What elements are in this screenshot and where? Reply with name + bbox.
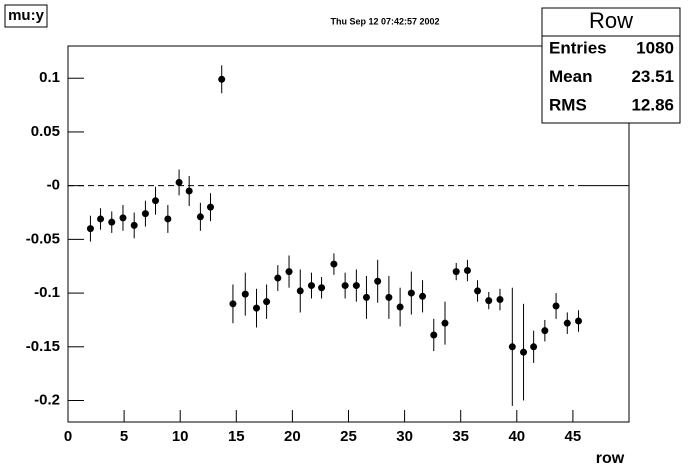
marker (241, 290, 249, 298)
marker (318, 284, 326, 292)
marker (119, 214, 127, 222)
marker (485, 297, 493, 305)
stats-value: 23.51 (631, 67, 674, 86)
marker (508, 343, 516, 351)
marker (141, 210, 149, 218)
marker (430, 331, 438, 339)
marker (530, 343, 538, 351)
x-tick-label: 25 (340, 428, 357, 445)
marker (396, 303, 404, 311)
stats-value: 1080 (636, 38, 674, 57)
y-tick-label: 0.1 (39, 69, 60, 86)
marker (97, 215, 105, 223)
y-tick-label: -0.15 (26, 338, 60, 355)
chart-title: mu:y (8, 7, 44, 24)
x-tick-label: 45 (565, 428, 582, 445)
marker (206, 203, 214, 211)
marker (252, 304, 260, 312)
marker (263, 298, 271, 306)
x-tick-label: 5 (120, 428, 128, 445)
marker (175, 178, 183, 186)
stats-label: Entries (549, 38, 607, 57)
x-tick-label: 30 (396, 428, 413, 445)
marker (352, 282, 360, 290)
stats-value: 12.86 (631, 95, 674, 114)
marker (441, 319, 449, 327)
marker (218, 75, 226, 83)
marker (164, 215, 172, 223)
marker (185, 187, 193, 195)
marker (152, 197, 160, 205)
x-tick-label: 10 (172, 428, 189, 445)
marker (474, 287, 482, 295)
marker (541, 327, 549, 335)
marker (374, 277, 382, 285)
marker (496, 296, 504, 304)
marker (463, 267, 471, 275)
marker (552, 302, 560, 310)
y-tick-label: 0.05 (31, 123, 60, 140)
marker (452, 268, 460, 276)
marker (419, 292, 427, 300)
title-box (4, 4, 48, 28)
stats-title: Row (589, 8, 633, 33)
marker (296, 287, 304, 295)
marker (330, 260, 338, 268)
x-axis-label: row (596, 450, 625, 467)
marker (108, 218, 116, 226)
y-tick-label: -0.1 (34, 284, 60, 301)
stats-label: Mean (549, 67, 592, 86)
marker (520, 348, 528, 356)
marker (385, 293, 393, 301)
marker (563, 319, 571, 327)
x-tick-label: 20 (284, 428, 301, 445)
y-tick-label: -0 (47, 177, 60, 194)
y-tick-label: -0.2 (34, 391, 60, 408)
marker (575, 317, 583, 325)
x-tick-label: 40 (508, 428, 525, 445)
marker (407, 289, 415, 297)
x-tick-label: 0 (64, 428, 72, 445)
stats-label: RMS (549, 95, 587, 114)
marker (196, 213, 204, 221)
marker (285, 268, 293, 276)
x-tick-label: 35 (452, 428, 469, 445)
marker (229, 300, 237, 308)
x-tick-label: 15 (228, 428, 245, 445)
marker (274, 274, 282, 282)
date-label: Thu Sep 12 07:42:57 2002 (330, 16, 439, 26)
marker (341, 282, 349, 290)
marker (307, 282, 315, 290)
y-tick-label: -0.05 (26, 230, 60, 247)
marker (86, 225, 94, 233)
marker (362, 293, 370, 301)
marker (130, 221, 138, 229)
stats-box (541, 7, 681, 124)
